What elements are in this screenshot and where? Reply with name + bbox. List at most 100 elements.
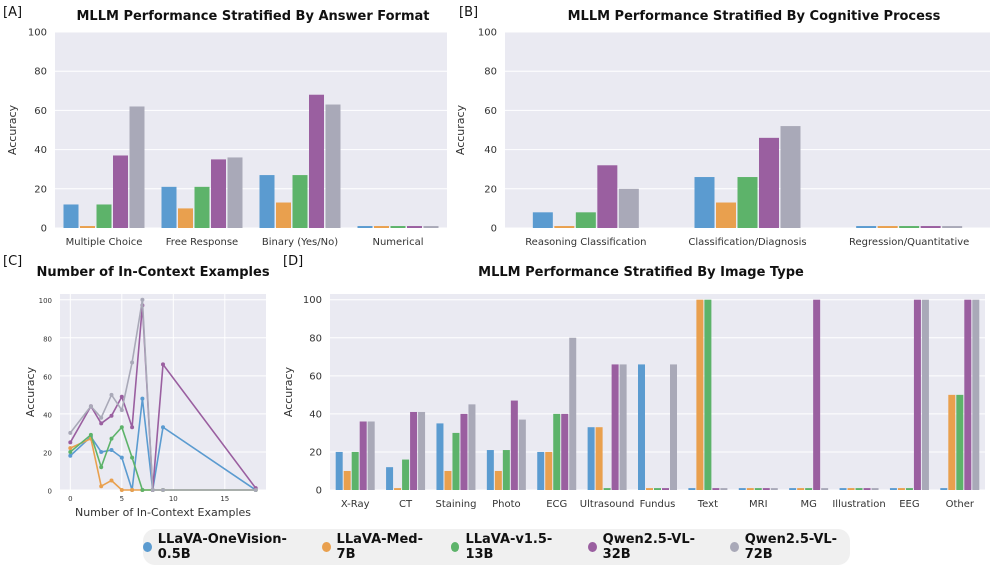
data-point <box>109 436 114 441</box>
bar <box>63 204 79 228</box>
bar <box>309 94 324 228</box>
y-tick-label: 0 <box>491 224 497 235</box>
bar <box>80 226 95 228</box>
x-tick-label: Fundus <box>640 499 676 510</box>
legend-swatch <box>587 542 597 552</box>
bar <box>532 212 553 228</box>
bar <box>502 450 510 490</box>
bar <box>452 432 460 490</box>
bar <box>789 488 797 490</box>
y-tick-label: 20 <box>484 184 497 195</box>
bar <box>716 202 736 228</box>
y-tick-label: 100 <box>39 297 52 305</box>
bar <box>770 488 778 490</box>
legend-label: Qwen2.5-VL-72B <box>744 532 838 562</box>
y-tick-label: 80 <box>484 67 497 78</box>
y-tick-label: 0 <box>41 224 47 235</box>
x-tick-label: MG <box>800 499 816 510</box>
x-tick-label: Free Response <box>166 237 238 248</box>
bar <box>856 226 877 228</box>
bar <box>956 394 964 490</box>
bar <box>407 226 422 228</box>
bar <box>670 364 677 490</box>
data-point <box>119 488 124 492</box>
bar <box>276 202 291 228</box>
data-point <box>130 360 135 365</box>
bar <box>913 299 921 490</box>
legend-label: LLaVA-Med-7B <box>336 532 423 562</box>
y-tick-label: 100 <box>28 28 47 39</box>
bar <box>518 419 526 490</box>
x-tick-label: Reasoning Classification <box>525 237 646 248</box>
data-point <box>161 362 165 367</box>
x-tick-label: 0 <box>68 495 72 503</box>
legend-item-llava-onevision: LLaVA-OneVision-0.5B <box>143 532 300 562</box>
legend-label: LLaVA-OneVision-0.5B <box>157 532 287 562</box>
bar <box>545 451 553 490</box>
bar <box>597 165 618 228</box>
bar <box>738 488 746 490</box>
bar <box>737 177 758 228</box>
bar <box>343 470 351 490</box>
bar <box>386 467 394 490</box>
bar <box>920 226 941 228</box>
bar <box>553 413 561 490</box>
bar <box>654 488 661 490</box>
bar <box>780 126 801 228</box>
x-tick-label: 5 <box>120 495 124 503</box>
data-point <box>130 488 135 492</box>
x-tick-label: Photo <box>492 499 521 510</box>
data-point <box>119 425 124 430</box>
bar <box>194 186 210 228</box>
bar <box>390 226 406 228</box>
x-tick-label: X-Ray <box>341 499 370 510</box>
bar <box>899 226 920 228</box>
y-tick-label: 40 <box>34 145 47 156</box>
data-point <box>130 425 135 430</box>
y-tick-label: 40 <box>309 409 322 420</box>
bar <box>921 299 929 490</box>
chart-title: MLLM Performance Stratified By Cognitive… <box>568 9 941 24</box>
series-line <box>69 299 256 491</box>
data-point <box>161 425 165 430</box>
bar <box>839 488 847 490</box>
bar <box>688 488 696 490</box>
x-tick-label: 10 <box>169 495 178 503</box>
bar <box>335 451 343 490</box>
bar <box>618 188 639 228</box>
legend-item-llava-med: LLaVA-Med-7B <box>321 532 429 562</box>
data-point <box>161 488 165 492</box>
series-line <box>69 398 257 491</box>
data-point <box>130 455 135 460</box>
data-point <box>99 465 104 470</box>
bar <box>418 411 426 490</box>
bar <box>712 488 720 490</box>
y-tick-label: 60 <box>309 371 322 382</box>
bar <box>821 488 829 490</box>
data-point <box>99 421 104 426</box>
bar <box>759 137 779 228</box>
bar <box>460 413 468 490</box>
y-tick-label: 60 <box>34 106 47 117</box>
legend-swatch <box>729 542 739 552</box>
data-point <box>88 432 93 437</box>
bar <box>889 488 897 490</box>
data-point <box>109 478 114 483</box>
y-tick-label: 20 <box>309 447 322 458</box>
bar <box>662 488 669 490</box>
x-tick-label: EEG <box>899 499 919 510</box>
data-point <box>253 488 258 492</box>
x-tick-label: Other <box>946 499 975 510</box>
bar <box>972 299 980 490</box>
legend-item-qwen-72b: Qwen2.5-VL-72B <box>729 532 850 562</box>
data-point <box>119 455 124 460</box>
bar <box>359 421 367 490</box>
data-point <box>140 297 145 302</box>
bar <box>940 488 948 490</box>
y-axis-label: Accuracy <box>454 104 467 155</box>
data-point <box>109 413 114 418</box>
data-point <box>109 392 114 397</box>
bar <box>554 226 575 228</box>
bar <box>694 177 715 228</box>
